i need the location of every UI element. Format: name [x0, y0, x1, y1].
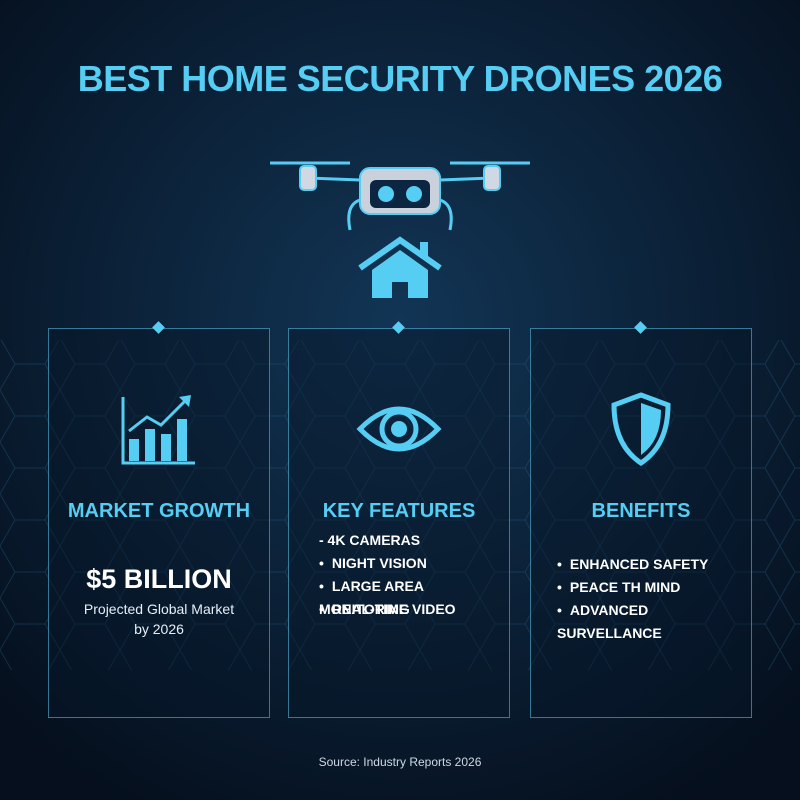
market-figure: $5 BILLION	[86, 564, 232, 594]
shield-icon	[611, 392, 671, 467]
source: Source: Industry Reports 2026	[318, 755, 482, 769]
panel-heading: KEY FEATURES	[322, 500, 476, 522]
list-item: ENHANCED SAFETY	[557, 553, 751, 576]
list-item: LARGE AREA MONITORING	[319, 575, 509, 617]
title: BEST HOME SECURITY DRONES 2026	[77, 58, 723, 99]
list-item: NIGHT VISION	[319, 552, 509, 575]
caption: Projected Global Market	[83, 601, 235, 617]
benefit-list: ENHANCED SAFETYPEACE TH MINDADVANCED SUR…	[557, 553, 751, 641]
panel: BENEFITS ENHANCED SAFETYPEACE TH MINDADV…	[530, 321, 752, 718]
chart-icon	[121, 395, 195, 465]
panel: KEY FEATURES - 4K CAMERAS NIGHT VISIONLAR…	[288, 321, 510, 718]
list-item: PEACE TH MIND	[557, 576, 751, 599]
panel-heading: BENEFITS	[591, 500, 691, 522]
list-item: REAL-TIME VIDEO	[319, 598, 509, 621]
list-item: ADVANCED SURVELLANCE	[557, 599, 751, 641]
panel: MARKET GROWTH $5 BILLION Projected Globa…	[48, 321, 270, 718]
panel-heading: MARKET GROWTH	[67, 500, 251, 522]
eye-icon	[356, 406, 442, 452]
feature-list: - 4K CAMERAS NIGHT VISIONLARGE AREA MONIT…	[319, 529, 509, 621]
caption: by 2026	[134, 621, 184, 637]
list-item: - 4K CAMERAS	[319, 532, 421, 548]
